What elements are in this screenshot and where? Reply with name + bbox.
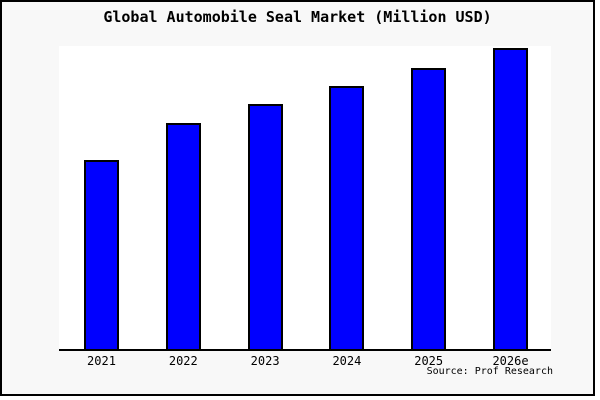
x-tick-label-2023: 2023 <box>250 354 280 368</box>
x-tick-label-2021: 2021 <box>87 354 116 368</box>
bar-2025 <box>411 68 447 349</box>
x-tick-label-2026e: 2026e <box>492 354 529 368</box>
x-axis-labels: 2021 2022 2023 2024 2025 2026e <box>59 354 551 370</box>
x-tick-label-2022: 2022 <box>168 354 198 368</box>
plot-area <box>59 46 551 351</box>
chart-title: Global Automobile Seal Market (Million U… <box>103 8 492 26</box>
source-caption: Source: Prof Research <box>426 366 553 377</box>
bar-2024 <box>329 86 365 349</box>
x-tick-label-2024: 2024 <box>332 354 362 368</box>
x-tick-label-2025: 2025 <box>414 354 444 368</box>
bar-2026e <box>493 48 528 349</box>
bar-2022 <box>165 123 201 349</box>
bar-2021 <box>84 160 119 349</box>
bar-2023 <box>247 104 283 349</box>
